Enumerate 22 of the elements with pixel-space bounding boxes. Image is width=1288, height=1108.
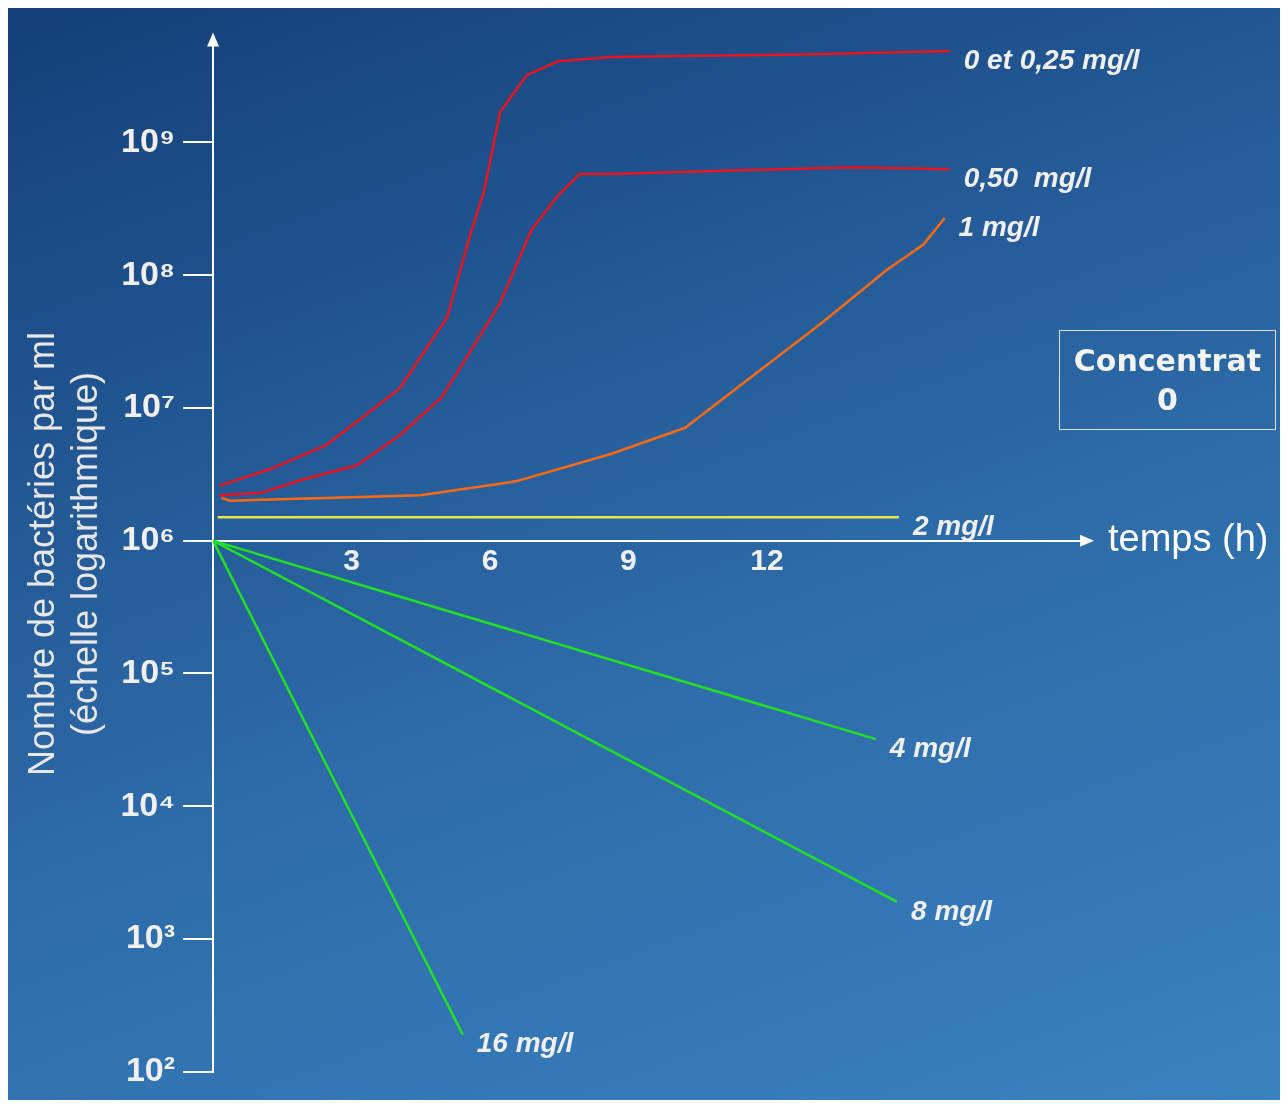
series-label: 8 mg/l xyxy=(911,894,994,926)
x-axis-title: temps (h) xyxy=(1108,517,1269,560)
y-tick-label: 10⁹ xyxy=(121,120,176,159)
y-tick-label: 10⁷ xyxy=(123,386,176,425)
y-tick-label: 10² xyxy=(125,1049,176,1088)
annotation: Concentrat 0 xyxy=(1058,330,1276,430)
y-tick-label: 10⁸ xyxy=(121,253,176,292)
x-tick-label: 12 xyxy=(750,542,784,576)
x-tick-label: 3 xyxy=(343,542,360,576)
y-tick-label: 10⁴ xyxy=(120,784,176,823)
y-tick-label: 10³ xyxy=(125,917,176,956)
x-tick-label: 9 xyxy=(620,542,637,576)
series-label: 0,50 mg/l xyxy=(963,161,1093,193)
y-tick-label: 10⁶ xyxy=(121,519,176,558)
series-label: 4 mg/l xyxy=(888,731,972,763)
series-label: 16 mg/l xyxy=(476,1027,575,1059)
series-label: 1 mg/l xyxy=(958,210,1041,242)
x-tick-label: 6 xyxy=(481,542,499,576)
y-axis-title: Nombre de bactéries par ml (échelle logarithmique) xyxy=(20,331,105,777)
series-label: 2 mg/l xyxy=(911,510,996,542)
y-tick-label: 10⁵ xyxy=(121,651,176,690)
series-label: 0 et 0,25 mg/l xyxy=(963,43,1141,75)
